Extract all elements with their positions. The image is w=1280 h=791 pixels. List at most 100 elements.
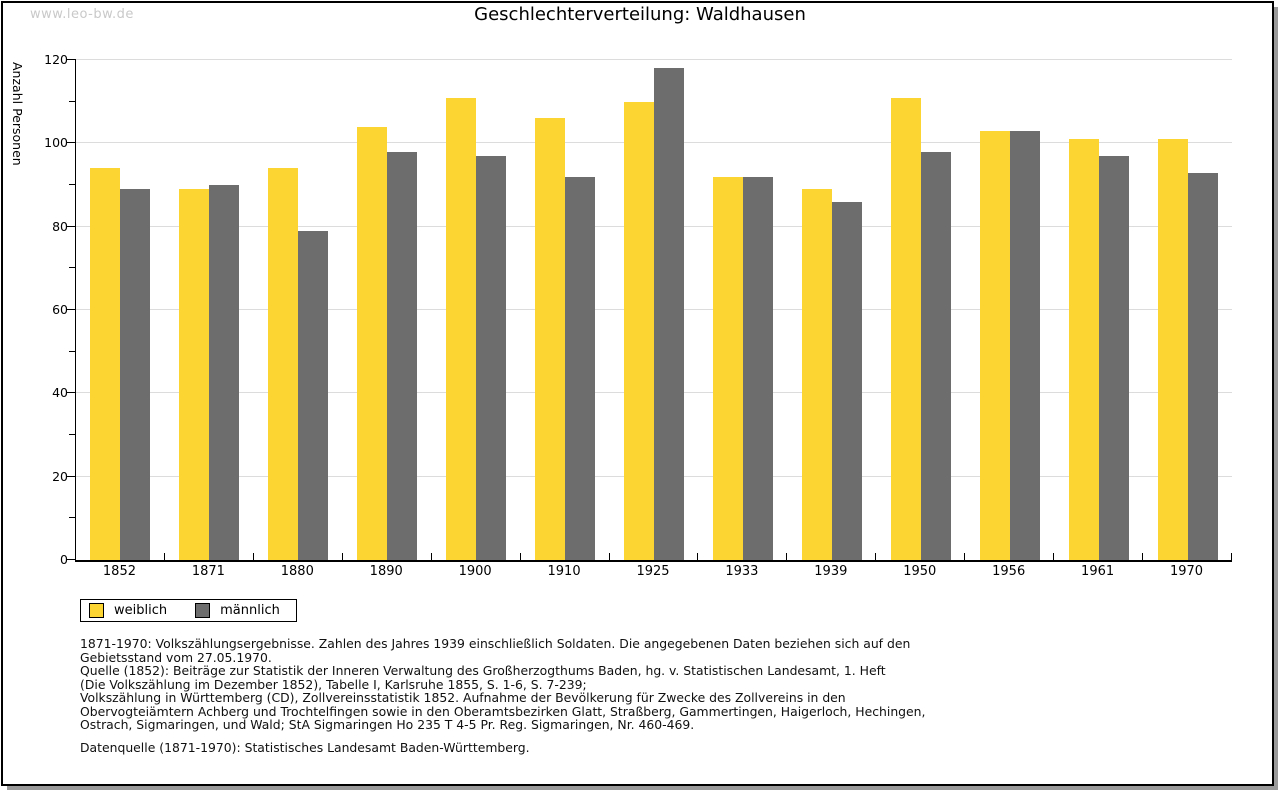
chart-title: Geschlechterverteilung: Waldhausen (474, 4, 806, 25)
bar-group-1961 (1054, 60, 1143, 560)
y-axis-tick (69, 350, 76, 352)
x-axis-tick (1231, 553, 1232, 560)
bar-weiblich-1890 (357, 126, 388, 560)
x-tick-label-1939: 1939 (814, 564, 848, 579)
x-axis-tick (875, 553, 877, 560)
y-axis-tick (67, 475, 76, 477)
x-axis-tick (964, 553, 966, 560)
y-axis-tick (67, 142, 76, 144)
bar-männlich-1956 (1009, 130, 1040, 560)
legend-swatch (195, 603, 211, 618)
x-labels-row: 1852 1871 1880 1890 1900 1910 1925 1933 1939 1950… (75, 564, 1231, 579)
x-tick-label-1871: 1871 (191, 564, 225, 579)
legend: weiblich männlich (80, 599, 297, 622)
x-tick-label-1890: 1890 (369, 564, 403, 579)
datasource-note: Datenquelle (1871-1970): Statistisches L… (80, 740, 530, 755)
y-axis-tick (69, 267, 76, 269)
x-tick-label-1961: 1961 (1081, 564, 1115, 579)
x-axis-tick (1053, 553, 1055, 560)
y-axis-tick (69, 517, 76, 519)
legend-swatch (89, 603, 104, 618)
y-axis-tick (67, 392, 76, 394)
bar-group-1939 (787, 60, 876, 560)
x-axis-tick (519, 553, 521, 560)
bar-group-1880 (254, 60, 343, 560)
legend-item-weiblich: weiblich (89, 603, 167, 618)
bar-group-1956 (965, 60, 1054, 560)
x-tick-label-1880: 1880 (280, 564, 314, 579)
bar-weiblich-1939 (801, 189, 832, 560)
bar-männlich-1880 (298, 230, 329, 560)
x-tick-label-1950: 1950 (903, 564, 937, 579)
x-tick-label-1970: 1970 (1169, 564, 1204, 579)
y-tick-label-40: 40 (52, 385, 68, 401)
legend-label: männlich (220, 603, 280, 618)
bar-weiblich-1925 (623, 101, 654, 560)
bar-männlich-1852 (120, 189, 151, 560)
source-notes: 1871-1970: Volkszählungsergebnisse. Zahl… (80, 636, 926, 732)
y-axis-tick (67, 309, 76, 310)
bar-group-1970 (1143, 60, 1232, 560)
x-axis-tick (341, 553, 343, 560)
bar-group-1871 (165, 60, 254, 560)
bar-group-1900 (432, 60, 521, 560)
y-tick-label-20: 20 (52, 468, 68, 484)
x-tick-label-1933: 1933 (725, 564, 759, 579)
bar-weiblich-1956 (979, 130, 1010, 560)
watermark: www.leo-bw.de (30, 7, 134, 22)
y-axis-tick (69, 100, 76, 102)
y-axis-tick (69, 434, 76, 435)
y-tick-label-80: 80 (52, 218, 68, 234)
bar-weiblich-1961 (1068, 139, 1099, 560)
bar-männlich-1950 (920, 151, 951, 560)
bar-group-1933 (698, 60, 787, 560)
bar-männlich-1933 (742, 176, 773, 560)
y-tick-label-60: 60 (52, 302, 68, 317)
y-axis-tick (67, 59, 76, 60)
bar-weiblich-1950 (890, 97, 921, 560)
bar-männlich-1900 (476, 155, 507, 560)
y-tick-label-0: 0 (60, 552, 68, 567)
bar-weiblich-1933 (712, 176, 743, 560)
x-axis-tick (75, 553, 76, 560)
bar-weiblich-1880 (268, 168, 299, 560)
bar-weiblich-1910 (535, 118, 566, 560)
bar-group-1890 (343, 60, 432, 560)
bar-männlich-1910 (565, 176, 596, 560)
y-tick-label-100: 100 (44, 135, 68, 151)
y-tick-label-120: 120 (44, 52, 68, 67)
x-tick-label-1925: 1925 (636, 564, 670, 579)
bar-weiblich-1900 (446, 97, 477, 560)
legend-label: weiblich (114, 603, 168, 618)
bar-männlich-1925 (653, 68, 684, 560)
bar-weiblich-1871 (179, 189, 210, 560)
y-axis-labels: 0 20 40 60 80 100 120 (28, 53, 68, 567)
x-axis-tick (608, 553, 610, 560)
x-axis-tick (252, 553, 254, 560)
y-axis-tick (67, 559, 76, 560)
x-tick-label-1900: 1900 (458, 564, 492, 579)
y-axis-title: Anzahl Personen (10, 62, 25, 166)
bar-männlich-1890 (387, 151, 418, 560)
x-axis-tick (697, 553, 699, 560)
bar-männlich-1970 (1187, 172, 1218, 560)
bar-weiblich-1970 (1157, 139, 1188, 560)
x-axis-tick (163, 553, 165, 560)
x-tick-label-1852: 1852 (102, 564, 136, 579)
bar-group-1925 (610, 60, 699, 560)
bar-group-1852 (76, 60, 165, 560)
bar-group-1910 (521, 60, 610, 560)
legend-item-maennlich: männlich (195, 603, 280, 618)
plot-area (67, 59, 1232, 562)
x-tick-label-1956: 1956 (992, 564, 1026, 579)
x-axis-tick (786, 553, 788, 560)
y-axis-tick (67, 225, 76, 227)
bars-row (76, 60, 1232, 560)
bar-männlich-1871 (209, 185, 240, 560)
bar-weiblich-1852 (90, 168, 121, 560)
y-axis-tick (69, 184, 76, 185)
bar-group-1950 (876, 60, 965, 560)
x-axis-tick (430, 553, 432, 560)
bar-männlich-1939 (831, 201, 862, 560)
x-tick-label-1910: 1910 (547, 564, 581, 579)
